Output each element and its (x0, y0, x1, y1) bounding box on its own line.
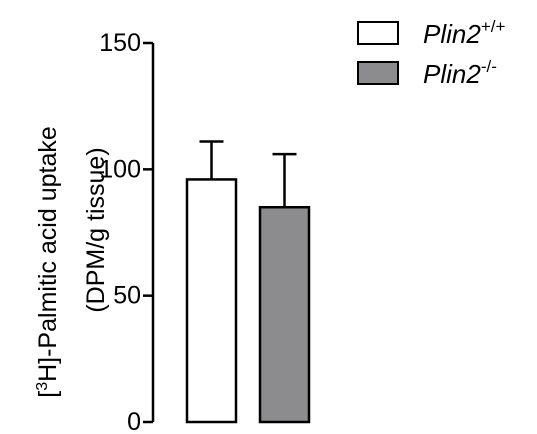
legend-sup-knockout: -/- (481, 57, 497, 76)
y-tick-label: 100 (99, 155, 141, 183)
legend-swatch-knockout (357, 61, 399, 85)
legend-sup-wildtype: +/+ (481, 17, 506, 36)
y-tick-labels: 0 50 100 150 (99, 29, 141, 434)
y-tick-label: 150 (99, 29, 141, 57)
legend-swatch-wildtype (357, 21, 399, 45)
y-tick-label: 50 (113, 282, 141, 310)
y-axis-label-superscript: 3 (34, 382, 51, 391)
y-axis (143, 41, 155, 424)
legend-item-knockout: Plin2-/- (357, 57, 497, 89)
legend-label-knockout: Plin2-/- (423, 57, 497, 89)
y-axis-label-line2: (DPM/g tissue) (82, 147, 110, 312)
bar (258, 205, 311, 424)
bar (185, 178, 238, 424)
legend-item-wildtype: Plin2+/+ (357, 17, 505, 49)
error-bars (199, 140, 297, 208)
y-tick-label: 0 (127, 408, 141, 434)
bars (185, 178, 311, 424)
y-axis-label-line1: [3H]-Palmitic acid uptake (34, 126, 62, 398)
legend-label-wildtype: Plin2+/+ (423, 17, 505, 49)
legend: Plin2+/+ Plin2-/- (357, 17, 505, 89)
